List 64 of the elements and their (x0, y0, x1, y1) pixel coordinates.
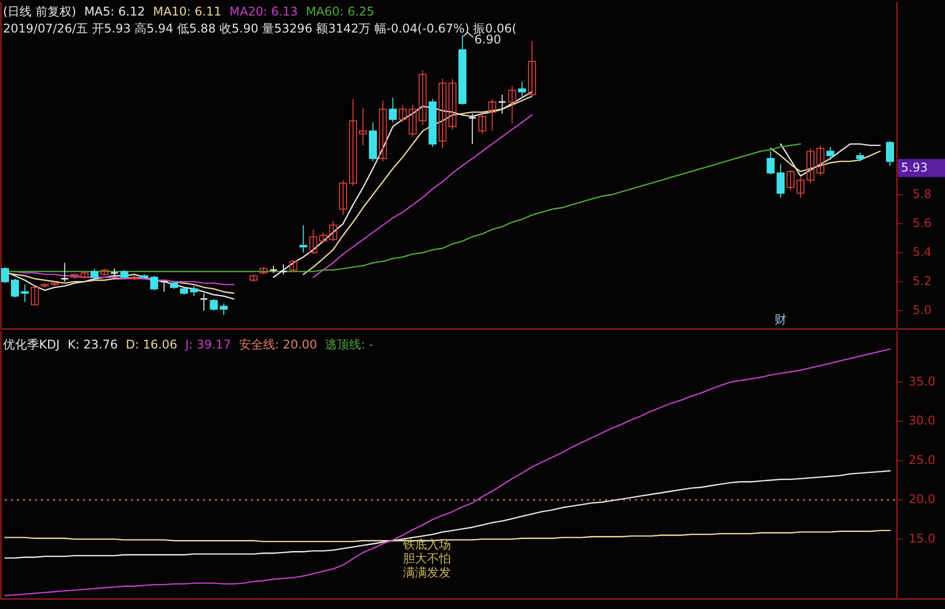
candlestick (528, 40, 536, 98)
candlestick (378, 100, 387, 162)
annotation: 财 (774, 312, 787, 326)
text: 5.93 (901, 160, 928, 174)
text: 优化季KDJ (3, 337, 60, 352)
candlestick (60, 262, 69, 282)
candlestick (210, 298, 218, 312)
y-tick-label: 5.8 (912, 186, 932, 201)
annotation: 逃顶线: - (325, 337, 374, 352)
candlestick (299, 224, 308, 254)
candlestick (766, 150, 775, 175)
candlestick (160, 280, 168, 292)
candlestick (10, 278, 19, 298)
candlestick (816, 144, 824, 176)
text: D: 16.06 (126, 337, 178, 352)
y-tick-label: 25.0 (908, 452, 936, 467)
candlestick (796, 176, 805, 198)
candlestick (826, 146, 834, 160)
candlestick (508, 86, 516, 124)
annotation: 满满发发 (402, 565, 451, 580)
annotation: 胆大不怕 (402, 551, 451, 566)
y-tick-label: 5.6 (912, 216, 932, 230)
candlestick (886, 140, 894, 166)
candlestick (468, 113, 477, 144)
chart-title: (日线 前复权) (3, 4, 76, 18)
candlestick (190, 285, 198, 297)
candlestick (279, 264, 288, 275)
annotation: 铁底入场 (402, 537, 451, 552)
text: 2019/07/26/五 开5.93 高5.94 低5.88 收5.90 量53296 额3142万 幅-0.04(-0.67%) 振0.06( (3, 21, 517, 36)
candlestick (418, 70, 427, 126)
candlestick (448, 78, 456, 130)
y-tick-label: 5.2 (912, 274, 932, 288)
candlestick (518, 81, 526, 98)
text: MA10: 6.11 (152, 4, 222, 18)
candlestick (30, 286, 39, 306)
y-tick-label: 20.0 (908, 492, 936, 506)
candlestick (786, 170, 795, 191)
candlestick (339, 180, 348, 216)
ref-line-label: 安全线: 20.00 (238, 337, 318, 352)
candlestick (488, 98, 496, 132)
candlestick (1, 266, 9, 284)
text: MA20: 6.13 (229, 4, 298, 18)
y-tick-label: 15.0 (908, 531, 936, 546)
candlestick (329, 220, 338, 242)
candlestick (776, 164, 785, 198)
text: MA5: 6.12 (84, 4, 145, 18)
text: K: 23.76 (68, 337, 118, 352)
candlestick (220, 302, 228, 316)
candlestick (349, 98, 358, 187)
candlestick (289, 259, 298, 272)
candlestick (150, 275, 158, 291)
candlestick (806, 148, 814, 184)
candlestick (438, 78, 447, 149)
candlestick (498, 94, 506, 114)
y-tick-label: 5.0 (912, 302, 932, 317)
y-tick-label: 35.0 (908, 374, 936, 388)
y-tick-label: 5.4 (912, 244, 932, 259)
text: J: 39.17 (184, 337, 231, 352)
candlestick (358, 107, 367, 146)
candlestick (388, 97, 397, 123)
y-tick-label: 30.0 (908, 414, 936, 428)
candlestick (90, 268, 98, 281)
text: MA60: 6.25 (306, 4, 374, 18)
candlestick (478, 113, 486, 134)
